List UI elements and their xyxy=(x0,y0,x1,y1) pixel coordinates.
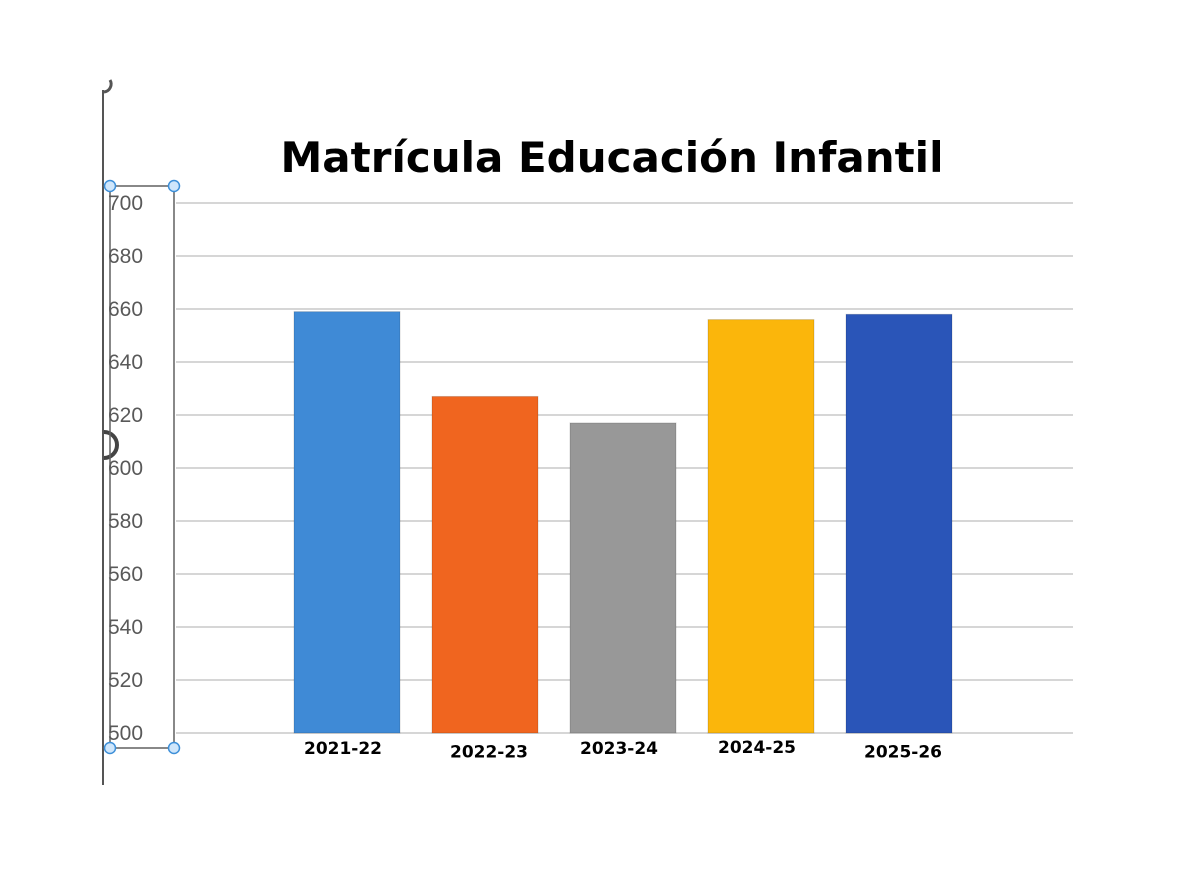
bar-2021-22[interactable] xyxy=(293,311,401,734)
resize-handle-top-left[interactable] xyxy=(103,179,117,193)
selection-frame xyxy=(102,79,181,785)
bar-2024-25[interactable] xyxy=(707,319,815,734)
x-tick-label: 2025-26 xyxy=(864,743,942,763)
x-tick-label: 2024-25 xyxy=(718,738,796,758)
y-tick-label: 700 xyxy=(108,192,143,215)
x-tick-label: 2021-22 xyxy=(304,739,382,759)
y-tick-label: 500 xyxy=(108,722,143,745)
chart-title: Matrícula Educación Infantil xyxy=(281,133,944,182)
selection-mid-handle[interactable] xyxy=(103,430,119,460)
x-tick-label: 2022-23 xyxy=(450,743,528,763)
y-tick-label: 580 xyxy=(108,510,143,533)
y-tick-label: 560 xyxy=(108,563,143,586)
bar-2023-24[interactable] xyxy=(569,422,677,734)
resize-handle-bottom-right[interactable] xyxy=(167,741,181,755)
x-tick-label: 2023-24 xyxy=(580,739,658,759)
y-tick-label: 680 xyxy=(108,245,143,268)
y-tick-label: 540 xyxy=(108,616,143,639)
bar-2025-26[interactable] xyxy=(845,313,953,734)
y-axis-ticks: 700 680 660 640 620 600 580 560 540 520 500 xyxy=(108,192,143,745)
x-axis-ticks: 2021-22 2022-23 2023-24 2024-25 2025-26 xyxy=(304,738,942,763)
y-tick-label: 620 xyxy=(108,404,143,427)
axis-selection-box[interactable] xyxy=(109,185,175,749)
y-tick-label: 520 xyxy=(108,669,143,692)
selection-top-curl xyxy=(103,79,113,94)
bar-2022-23[interactable] xyxy=(431,395,539,734)
resize-handle-top-right[interactable] xyxy=(167,179,181,193)
y-tick-label: 640 xyxy=(108,351,143,374)
y-tick-label: 600 xyxy=(108,457,143,480)
resize-handle-bottom-left[interactable] xyxy=(103,741,117,755)
bars xyxy=(293,311,953,734)
y-tick-label: 660 xyxy=(108,298,143,321)
